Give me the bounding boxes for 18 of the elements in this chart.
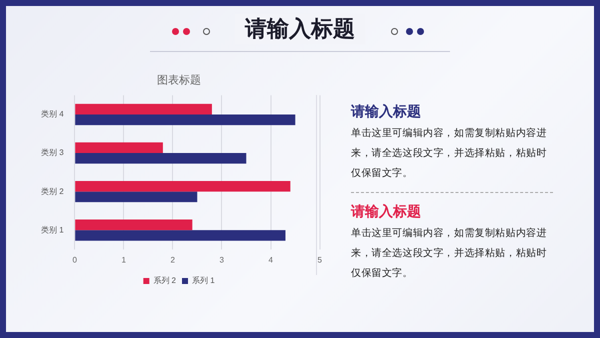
x-tick-label: 3	[220, 255, 225, 264]
text: 请输入标题	[351, 103, 422, 121]
text: 请输入标题	[235, 14, 365, 44]
y-tick-label: 类别 3	[41, 148, 64, 158]
x-tick-label: 5	[318, 255, 323, 264]
x-tick-label: 4	[268, 255, 274, 264]
x-tick-label: 1	[121, 255, 126, 264]
x-tick-label: 2	[170, 255, 176, 264]
chart-title: 图表标题	[157, 74, 201, 87]
legend-label: 系列 1	[192, 276, 216, 286]
y-tick-label: 类别 4	[41, 110, 64, 119]
x-tick-label: 0	[72, 255, 78, 264]
legend-label: 系列 2	[153, 276, 177, 286]
text: 请输入标题	[351, 203, 422, 221]
text: 单击这里可编辑内容，如需复制粘贴内容进来，请全选这段文字，并选择粘贴，粘贴时仅保留文字。	[351, 226, 548, 281]
y-tick-label: 类别 1	[41, 225, 64, 234]
y-tick-label: 类别 2	[41, 186, 64, 196]
text: 单击这里可编辑内容，如需复制粘贴内容进来，请全选这段文字，并选择粘贴，粘贴时仅保留文字。	[351, 126, 548, 181]
